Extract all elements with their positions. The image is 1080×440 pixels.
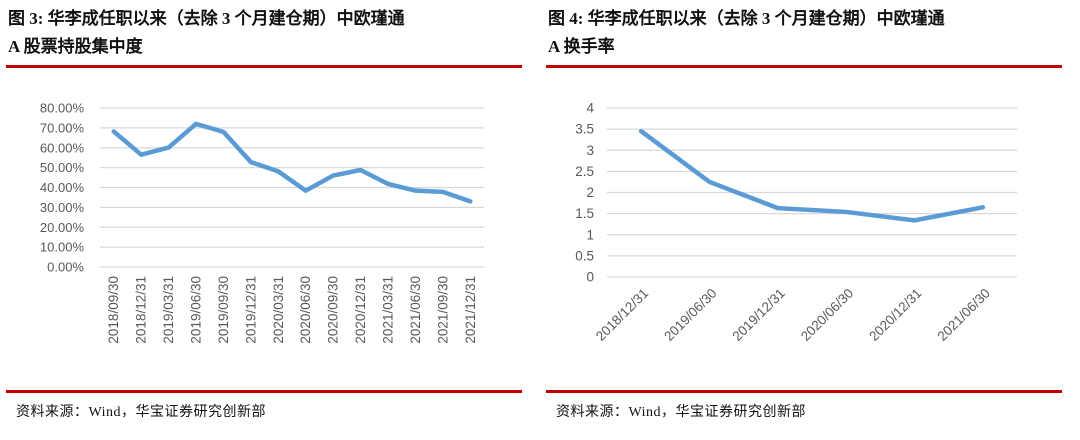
figure-4-source-note: 资料来源：Wind，华宝证券研究创新部 — [556, 405, 807, 420]
x-tick-label: 2021/03/31 — [381, 276, 396, 344]
y-tick-label: 3 — [586, 143, 594, 158]
x-tick-label: 2020/09/30 — [326, 276, 341, 344]
y-tick-label: 3.5 — [575, 122, 594, 137]
x-tick-label: 2021/06/30 — [408, 276, 423, 344]
figure-4-panel: 图 4: 华李成任职以来（去除 3 个月建仓期）中欧瑾通 A 换手率 0 0.5 1… — [546, 0, 1062, 440]
x-tick-label: 2020/06/30 — [298, 276, 313, 344]
y-tick-label: 20.00% — [40, 220, 85, 235]
figure-4-source-divider — [546, 390, 1062, 393]
y-tick-label: 70.00% — [40, 120, 85, 135]
figure-3-line-chart: 0.00% 10.00% 20.00% 30.00% 40.00% 50.00% 60.00… — [40, 101, 484, 344]
x-tick-label: 2019/12/31 — [730, 286, 788, 344]
x-tick-label: 2018/09/30 — [106, 276, 121, 344]
x-tick-label: 2019/06/30 — [189, 276, 204, 344]
y-tick-label: 10.00% — [40, 240, 85, 255]
x-tick-label: 2020/12/31 — [353, 276, 368, 344]
x-tick-label: 2019/03/31 — [161, 276, 176, 344]
figure-3-title-line1: 图 3: 华李成任职以来（去除 3 个月建仓期）中欧瑾通 — [8, 9, 405, 28]
figure-4-title-divider — [546, 65, 1062, 68]
x-tick-label: 2021/06/30 — [935, 286, 993, 344]
figure-3-title: 图 3: 华李成任职以来（去除 3 个月建仓期）中欧瑾通 A 股票持股集中度 — [8, 5, 522, 61]
x-tick-label: 2019/12/31 — [243, 276, 258, 344]
y-tick-label: 0.5 — [575, 248, 594, 263]
figure-3-panel: 图 3: 华李成任职以来（去除 3 个月建仓期）中欧瑾通 A 股票持股集中度 0… — [6, 0, 522, 440]
figure-4-line-chart: 0 0.5 1 1.5 2 2.5 3 3.5 4 2018/12/31 2019/06/30 201… — [575, 101, 1017, 344]
y-axis-tick-labels: 0 0.5 1 1.5 2 2.5 3 3.5 4 — [575, 101, 594, 285]
y-axis-tick-labels: 0.00% 10.00% 20.00% 30.00% 40.00% 50.00% 60.00… — [40, 101, 85, 275]
x-tick-label: 2021/12/31 — [463, 276, 478, 344]
x-axis-tick-labels: 2018/09/30 2018/12/31 2019/03/31 2019/06/30… — [106, 276, 478, 344]
y-tick-label: 2 — [586, 185, 594, 200]
x-tick-label: 2020/03/31 — [271, 276, 286, 344]
y-tick-label: 60.00% — [40, 140, 85, 155]
gridlines — [100, 107, 484, 268]
y-tick-label: 0 — [586, 270, 594, 285]
y-tick-label: 80.00% — [40, 101, 85, 116]
y-tick-label: 50.00% — [40, 160, 85, 175]
figure-4-title-line1: 图 4: 华李成任职以来（去除 3 个月建仓期）中欧瑾通 — [548, 9, 945, 28]
y-tick-label: 1 — [586, 227, 594, 242]
x-axis-tick-labels: 2018/12/31 2019/06/30 2019/12/31 2020/06/30… — [593, 286, 993, 344]
figure-4-title: 图 4: 华李成任职以来（去除 3 个月建仓期）中欧瑾通 A 换手率 — [548, 5, 1062, 61]
x-tick-label: 2018/12/31 — [134, 276, 149, 344]
y-tick-label: 4 — [586, 101, 594, 116]
y-tick-label: 2.5 — [575, 164, 594, 179]
x-tick-label: 2019/09/30 — [216, 276, 231, 344]
y-tick-label: 30.00% — [40, 200, 85, 215]
x-tick-label: 2019/06/30 — [661, 286, 719, 344]
figure-3-title-line2: A 股票持股集中度 — [8, 37, 143, 56]
x-tick-label: 2020/06/30 — [798, 286, 856, 344]
gridlines — [607, 107, 1017, 278]
figure-3-source-note: 资料来源：Wind，华宝证券研究创新部 — [16, 405, 267, 420]
y-tick-label: 0.00% — [47, 260, 84, 275]
y-tick-label: 40.00% — [40, 180, 85, 195]
data-series-line — [111, 121, 473, 204]
y-tick-label: 1.5 — [575, 206, 594, 221]
x-tick-label: 2018/12/31 — [593, 286, 651, 344]
x-tick-label: 2020/12/31 — [866, 286, 924, 344]
figure-3-title-divider — [6, 65, 522, 68]
x-tick-label: 2021/09/30 — [435, 276, 450, 344]
figure-3-source-divider — [6, 390, 522, 393]
figure-4-title-line2: A 换手率 — [548, 37, 615, 56]
data-series-line — [638, 128, 986, 223]
